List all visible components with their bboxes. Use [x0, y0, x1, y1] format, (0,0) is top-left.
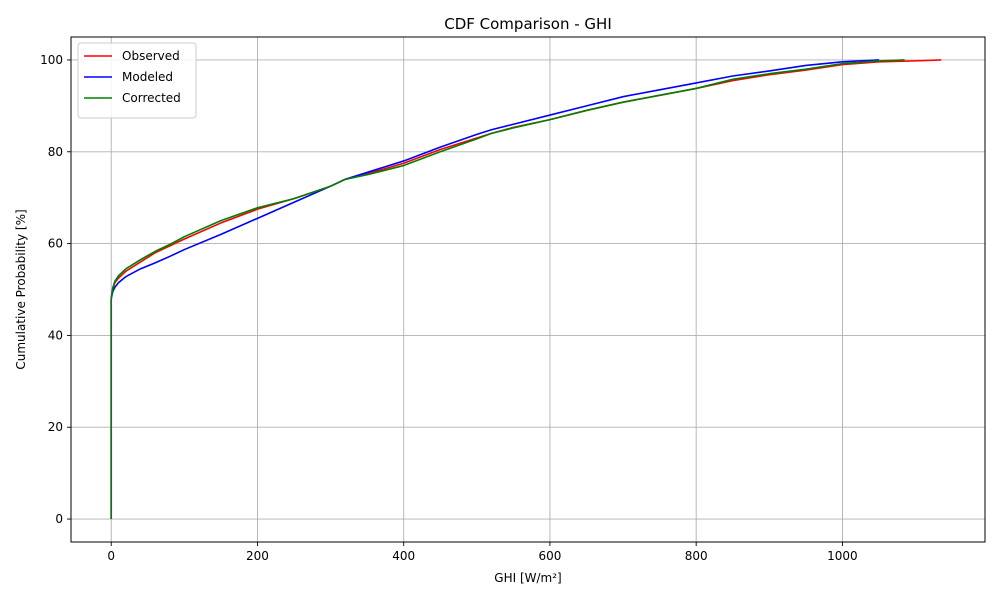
legend: Observed Modeled Corrected	[77, 42, 197, 119]
chart-title: CDF Comparison - GHI	[444, 15, 612, 33]
x-tick-label: 200	[246, 549, 269, 563]
legend-label-corrected: Corrected	[122, 91, 181, 105]
y-tick-label: 100	[40, 53, 63, 67]
legend-label-observed: Observed	[122, 49, 180, 63]
series-line-observed	[110, 59, 942, 520]
y-tick-label: 60	[48, 237, 63, 251]
plot-frame	[70, 36, 986, 543]
tick-layer: 0 200 400 600 800 1000 0 20 40 60 80 100	[40, 53, 858, 563]
series-line-corrected	[110, 59, 905, 520]
series-line-modeled	[110, 59, 880, 520]
x-tick-label: 0	[107, 549, 115, 563]
grid-layer	[71, 37, 985, 542]
y-tick-label: 40	[48, 328, 63, 342]
series-layer	[110, 59, 942, 520]
legend-box	[77, 42, 197, 119]
x-tick-label: 600	[538, 549, 561, 563]
x-tick-label: 400	[392, 549, 415, 563]
y-tick-label: 20	[48, 420, 63, 434]
x-tick-label: 1000	[827, 549, 858, 563]
x-axis-label: GHI [W/m²]	[494, 571, 561, 585]
y-tick-label: 80	[48, 145, 63, 159]
y-tick-label: 0	[55, 512, 63, 526]
y-axis-label: Cumulative Probability [%]	[14, 209, 28, 369]
legend-label-modeled: Modeled	[122, 70, 173, 84]
x-tick-label: 800	[685, 549, 708, 563]
